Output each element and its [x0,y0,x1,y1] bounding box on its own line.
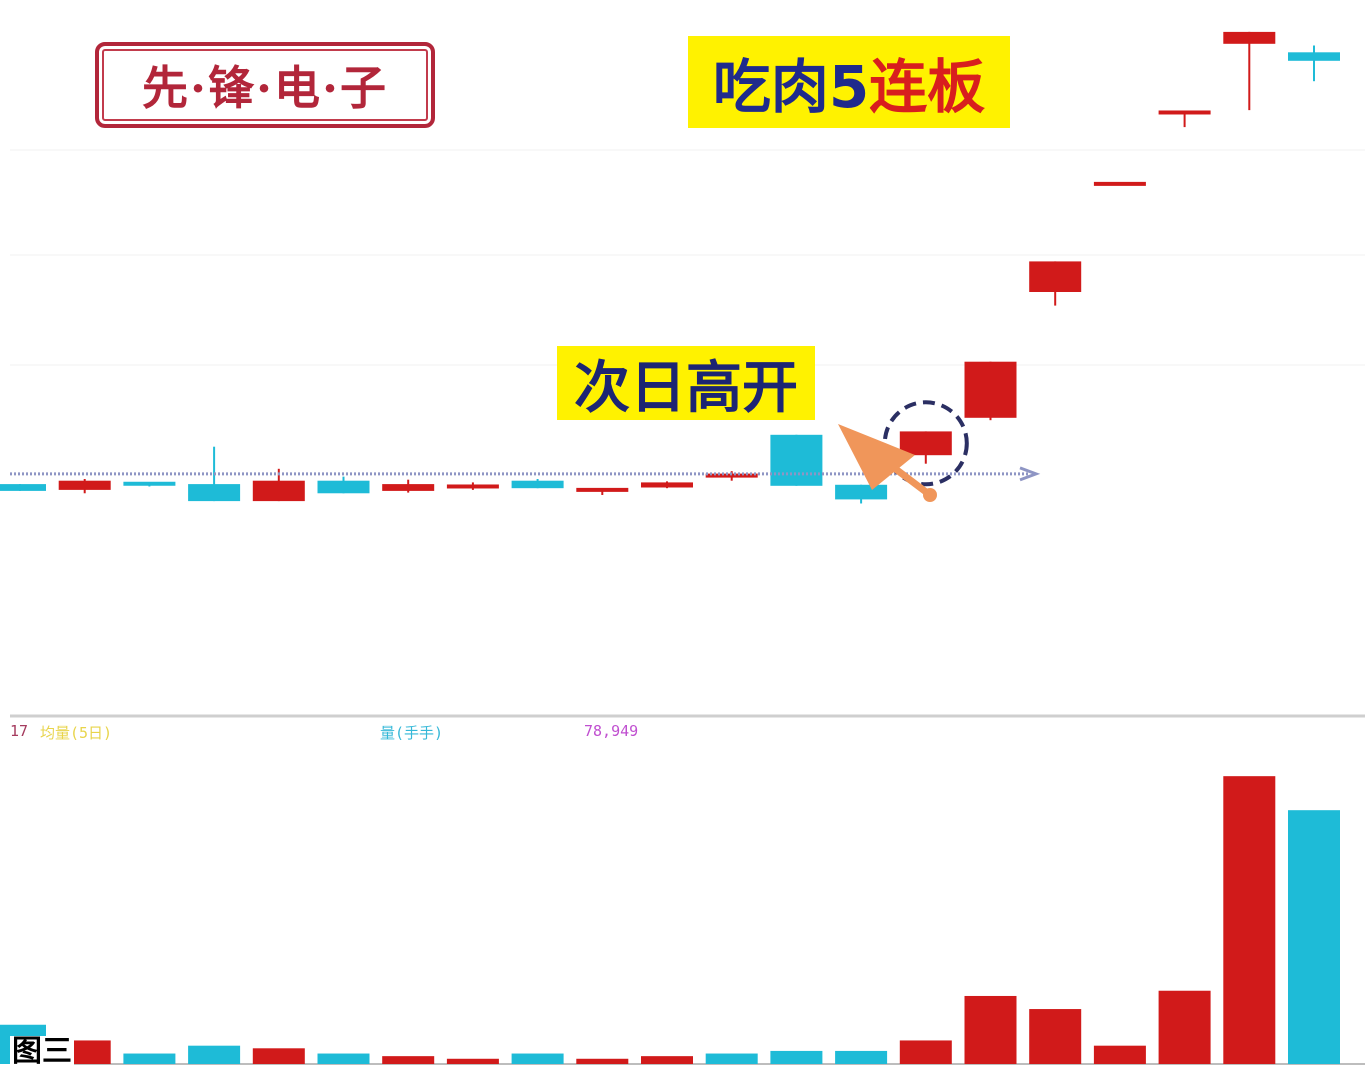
title-part-2: 连板 [869,53,986,121]
volume-bar [317,1053,370,1064]
candle-body [188,484,241,502]
volume-bar [770,1050,823,1064]
volume-bar [835,1050,888,1064]
candle-body [964,361,1017,418]
candle-body [0,484,46,491]
volume-bar [964,995,1017,1064]
highlight-circle [882,400,969,487]
callout-label: 次日高开 [557,346,815,421]
indicator-label-2: 均量(5日) [40,724,113,742]
title-part-1: 吃肉5 [712,53,870,121]
figure-label: 图三 [10,1034,74,1069]
candle-body [58,480,111,490]
candle-body [1029,261,1082,292]
indicator-label-3: 量(手手) [380,724,444,742]
volume-bar [1029,1009,1082,1064]
volume-bar [446,1058,499,1064]
candle-body [899,431,952,456]
candle-body [576,487,629,492]
callout-arrow-tail [923,488,937,502]
candle-body [1288,52,1340,61]
indicator-label-4: 78,949 [584,722,639,740]
candle-body [446,484,499,489]
candle-body [1223,31,1276,44]
candle-body [252,480,305,502]
logo-stamp: 先·锋·电·子 [95,42,435,128]
stamp-text: 先·锋·电·子 [141,61,389,115]
volume-bar [641,1056,693,1064]
volume-bar [1093,1045,1146,1064]
candle-body [382,484,435,491]
volume-bar [1288,810,1340,1064]
volume-bar [511,1053,564,1064]
candle-body [123,481,176,486]
volume-bar [1223,776,1276,1064]
volume-bar [382,1056,435,1064]
callout-text: 次日高开 [574,355,798,421]
volume-bar [576,1058,629,1064]
candle-body [511,480,564,489]
volume-bar [188,1045,241,1064]
candle-body [317,480,370,494]
volume-bar [123,1053,176,1064]
candle-body [1093,181,1146,186]
candle-body [1158,110,1211,115]
volume-bar [705,1053,758,1064]
callout-arrowhead [838,424,915,490]
volume-bar [899,1040,952,1064]
candle-body [770,434,823,486]
candle-body [835,484,888,500]
candle-body [705,473,758,478]
title-banner: 吃肉5 连板 [688,36,1010,128]
indicator-label-1: 17 [10,722,29,740]
volume-bar [252,1048,305,1064]
reference-arrowhead [1019,466,1041,482]
volume-bar [1158,990,1211,1064]
candle-body [641,482,693,488]
